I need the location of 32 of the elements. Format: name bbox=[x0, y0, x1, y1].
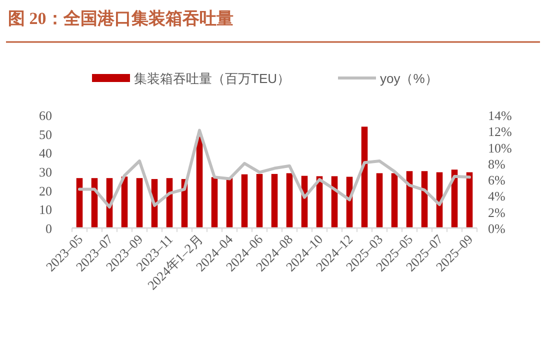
y-tick-label: 20 bbox=[39, 183, 52, 198]
y-tick-label: 30 bbox=[39, 164, 52, 180]
y-tick-label: 60 bbox=[39, 108, 52, 123]
line-series bbox=[78, 128, 471, 209]
bar bbox=[361, 126, 368, 228]
bar bbox=[271, 174, 278, 228]
bar bbox=[211, 177, 218, 228]
bar bbox=[391, 173, 398, 228]
y2-tick-label: 0% bbox=[488, 221, 506, 236]
y-tick-label: 40 bbox=[39, 146, 52, 161]
bar bbox=[241, 174, 248, 228]
chart-title: 图 20：全国港口集装箱吞吐量 bbox=[8, 9, 234, 28]
y2-tick-label: 4% bbox=[488, 188, 506, 204]
y-tick-label: 50 bbox=[39, 126, 52, 142]
bar bbox=[136, 178, 143, 228]
bar bbox=[226, 178, 233, 228]
y2-tick-label: 12% bbox=[488, 124, 512, 140]
y2-tick-label: 2% bbox=[488, 204, 506, 220]
legend-label: 集装箱吞吐量（百万TEU） bbox=[134, 71, 290, 86]
y2-tick-label: 14% bbox=[488, 108, 512, 123]
y-tick-label: 10 bbox=[39, 202, 52, 218]
bar bbox=[196, 136, 203, 228]
bar bbox=[466, 172, 473, 228]
y-tick-label: 0 bbox=[46, 221, 52, 236]
bar bbox=[256, 174, 263, 228]
y2-tick-label: 6% bbox=[488, 172, 506, 188]
y2-tick-label: 10% bbox=[488, 140, 512, 156]
y2-tick-label: 8% bbox=[488, 156, 506, 172]
legend-label: yoy（%） bbox=[380, 71, 438, 86]
bar bbox=[376, 173, 383, 228]
bar bbox=[76, 178, 83, 228]
bar bbox=[286, 173, 293, 228]
